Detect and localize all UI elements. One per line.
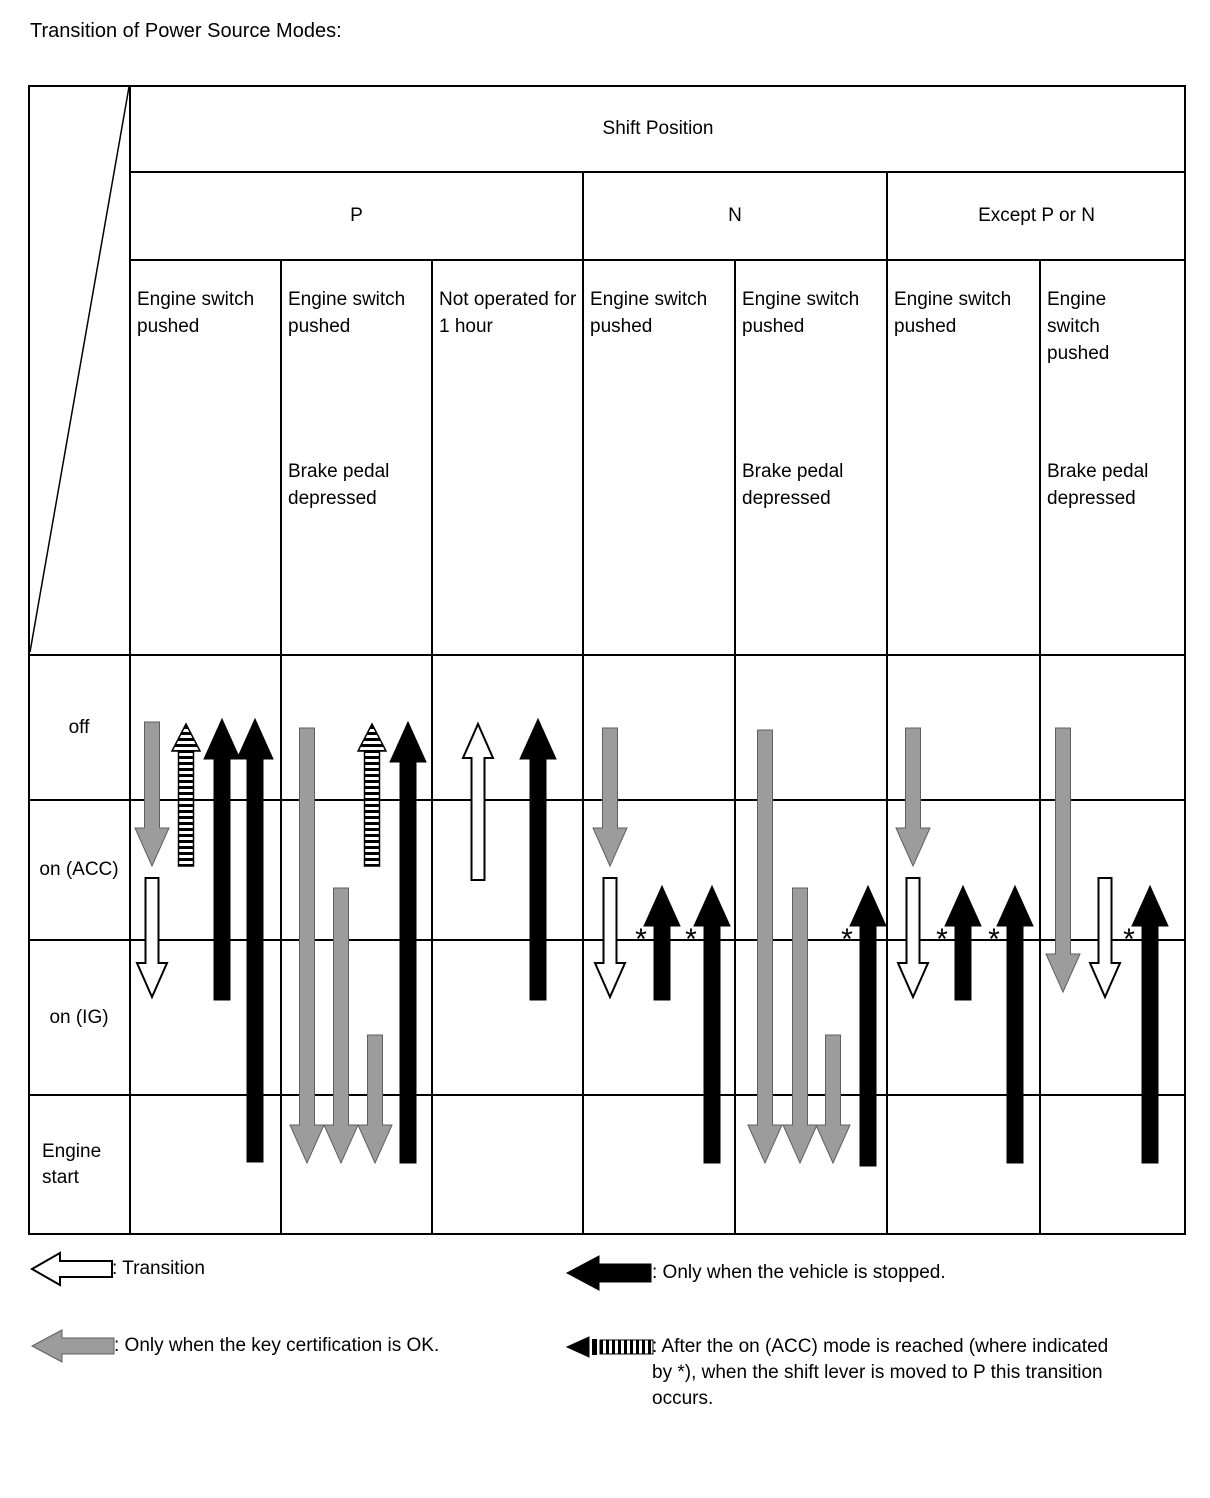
table-grid-line xyxy=(130,259,1186,261)
table-grid-line xyxy=(582,172,584,1235)
row-label-engine-start: Engine start xyxy=(42,1141,102,1188)
shift-position-header: Shift Position xyxy=(602,117,714,139)
table-grid-line xyxy=(129,85,131,1235)
striped-legend-bar-icon xyxy=(592,1339,597,1355)
striped-legend-arrowhead-icon xyxy=(565,1336,590,1358)
striped-legend-tail-icon xyxy=(599,1339,654,1355)
gray-legend-arrow-icon xyxy=(30,1329,115,1363)
condition-cell: Engine switch pushed xyxy=(583,262,735,654)
condition-top-label: Not operated for 1 hour xyxy=(439,289,577,337)
condition-top-label: Engine switch pushed xyxy=(590,289,708,337)
table-grid-line xyxy=(431,260,433,1235)
white-legend-arrow-icon xyxy=(29,1251,113,1287)
legend-label-acc-shift-lever: : After the on (ACC) mode is reached (wh… xyxy=(652,1336,1109,1409)
group-header-except-p-or-n: Except P or N xyxy=(978,205,1095,226)
page-title: Transition of Power Source Modes: xyxy=(30,20,342,42)
condition-cell: Engine switch pushed Brake pedal depress… xyxy=(281,262,432,654)
condition-cell: Engine switch pushed Brake pedal depress… xyxy=(1040,262,1186,654)
condition-top-label: Engine switch pushed xyxy=(137,289,255,337)
condition-cell: Engine switch pushed xyxy=(887,262,1040,654)
condition-cell: Engine switch pushed xyxy=(130,262,281,654)
condition-cell: Not operated for 1 hour xyxy=(432,262,583,654)
legend-label-key-certification: : Only when the key certification is OK. xyxy=(114,1335,440,1356)
condition-bottom-label: Brake pedal depressed xyxy=(742,461,844,509)
table-grid-line xyxy=(28,939,1186,941)
condition-bottom-label: Brake pedal depressed xyxy=(1047,461,1149,509)
table-grid-line xyxy=(1039,260,1041,1235)
table-frame xyxy=(28,85,1186,1235)
row-label-on-ig: on (IG) xyxy=(49,1006,109,1028)
row-label-off: off xyxy=(68,716,90,738)
legend-label-transition: : Transition xyxy=(112,1258,205,1279)
condition-bottom-label: Brake pedal depressed xyxy=(288,461,390,509)
group-header-n: N xyxy=(728,205,742,226)
table-grid-line xyxy=(886,172,888,1235)
row-label-on-acc: on (ACC) xyxy=(39,859,119,880)
condition-top-label: Engine switch pushed xyxy=(1047,289,1110,364)
table-grid-line xyxy=(734,260,736,1235)
black-legend-arrow-icon xyxy=(565,1255,652,1291)
table-grid-line xyxy=(130,171,1186,173)
table-grid-line xyxy=(28,1094,1186,1096)
table-grid-line xyxy=(28,799,1186,801)
condition-cell: Engine switch pushed Brake pedal depress… xyxy=(735,262,887,654)
table-grid-line xyxy=(28,654,1186,656)
legend-label-vehicle-stopped: : Only when the vehicle is stopped. xyxy=(652,1262,946,1283)
condition-top-label: Engine switch pushed xyxy=(288,289,406,337)
table-grid-line xyxy=(280,260,282,1235)
condition-top-label: Engine switch pushed xyxy=(742,289,860,337)
group-header-p: P xyxy=(350,205,363,226)
condition-top-label: Engine switch pushed xyxy=(894,289,1012,337)
